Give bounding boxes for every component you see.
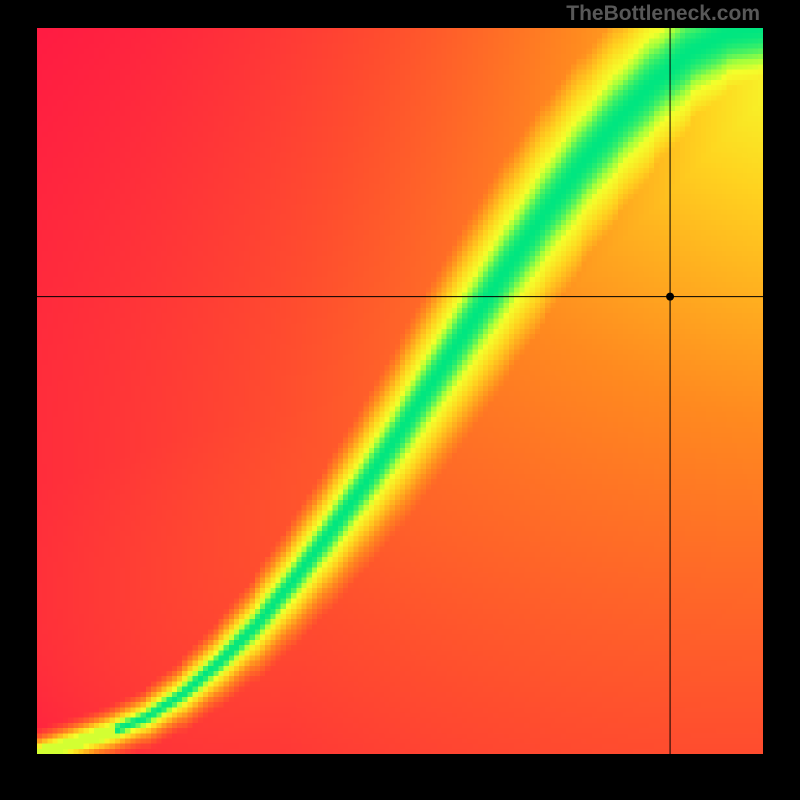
watermark-text: TheBottleneck.com (566, 2, 760, 26)
crosshair-marker (666, 293, 674, 301)
crosshair-overlay (37, 28, 763, 754)
